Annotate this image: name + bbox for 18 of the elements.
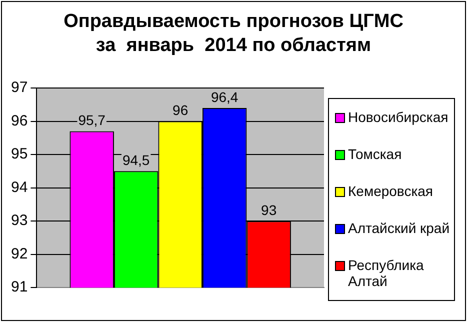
y-tick-label: 92 xyxy=(10,245,28,262)
legend-label: Кемеровская xyxy=(348,183,434,199)
data-label: 93 xyxy=(261,202,277,218)
legend-label: Республика Алтай xyxy=(348,257,425,289)
legend-label: Новосибирская xyxy=(348,109,448,125)
y-tick-label: 93 xyxy=(10,212,28,230)
y-tick-label: 96 xyxy=(10,112,28,130)
y-tick-label: 97 xyxy=(10,79,28,96)
y-tick-label: 94 xyxy=(10,178,28,196)
data-label: 96 xyxy=(172,102,188,118)
legend-label: Алтайский край xyxy=(348,220,450,236)
data-label: 96,4 xyxy=(210,88,238,105)
legend-label: Томская xyxy=(348,146,402,162)
chart-title: Оправдываемость прогнозов ЦГМС за январь 2014 по областям xyxy=(62,10,404,58)
data-label: 95,7 xyxy=(78,112,106,128)
data-label: 94,5 xyxy=(122,152,150,168)
y-tick-label: 91 xyxy=(10,278,28,296)
y-tick-label: 95 xyxy=(10,146,28,163)
